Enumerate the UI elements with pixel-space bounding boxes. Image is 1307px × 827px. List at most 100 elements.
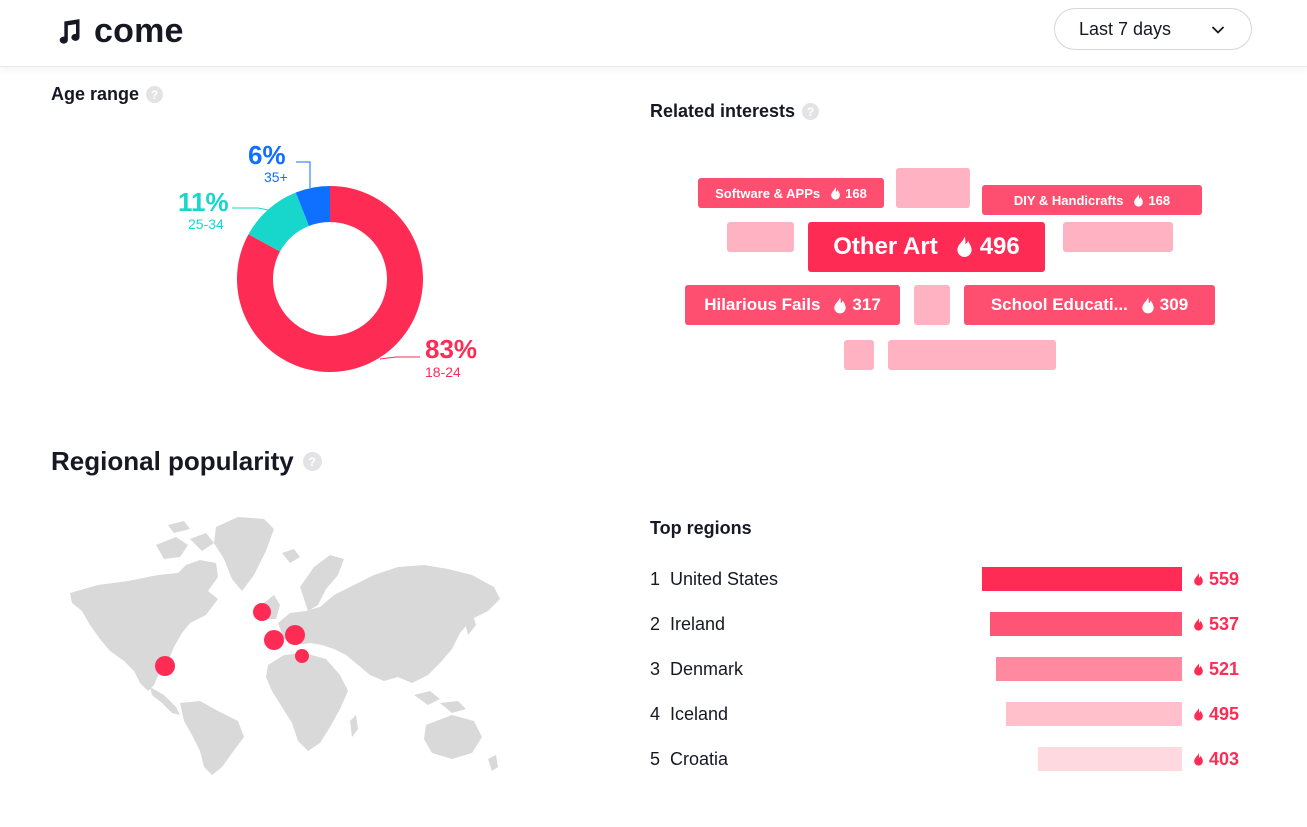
region-score: 403 [1193,749,1239,770]
interest-tag-placeholder [896,168,970,208]
interest-tag-score: 168 [1148,192,1171,208]
landmasses [70,517,500,775]
interest-tag[interactable]: DIY & Handicrafts 168 [982,185,1202,215]
donut-percent-label: 83% [425,334,478,364]
region-bar [990,612,1182,636]
donut-slice-35-plus[interactable] [295,186,330,227]
top-header: come Last 7 days [0,0,1307,67]
related-interests-title: Related interests [650,101,796,121]
region-name: United States [670,569,779,589]
donut-percent-label: 6% [248,140,286,170]
region-row[interactable]: 4 Iceland 495 [650,702,1250,728]
marker-ireland[interactable] [264,630,284,650]
music-note-icon [59,18,80,44]
leader-line-18-24 [379,356,420,360]
interest-tag-placeholder [1063,222,1173,252]
donut-age-label: 35+ [264,169,288,185]
region-row[interactable]: 3 Denmark 521 [650,657,1250,683]
flame-icon [1194,618,1203,631]
marker-united-states[interactable] [155,656,175,676]
region-row[interactable]: 2 Ireland 537 [650,612,1250,638]
donut-age-label: 25-34 [188,216,224,232]
interest-tag-name: Other Art [833,233,938,260]
region-score-value: 559 [1209,569,1240,589]
region-score-value: 403 [1209,749,1240,769]
regional-popularity-title: Regional popularity [51,446,294,476]
region-bar [1038,747,1182,771]
region-bar [996,657,1182,681]
interest-tag-score: 496 [979,233,1020,260]
region-rank: 3 [650,659,661,679]
region-name: Denmark [670,659,744,679]
regional-popularity-heading: Regional popularity ? [51,446,322,477]
period-dropdown[interactable]: Last 7 days [1054,8,1252,50]
region-score: 537 [1193,614,1239,635]
top-regions-title: Top regions [650,518,752,538]
flame-icon [1194,708,1203,721]
period-label: Last 7 days [1079,18,1172,39]
interest-tag-name: DIY & Handicrafts [1013,192,1124,208]
flame-icon [831,186,840,200]
interest-tag-score: 317 [852,295,881,314]
interest-tag-placeholder [888,340,1056,370]
age-donut-chart [232,161,423,373]
age-range-title: Age range [51,84,140,104]
marker-croatia[interactable] [295,649,309,663]
help-icon[interactable]: ? [146,86,164,103]
flame-icon [1194,573,1203,586]
interest-tag-name: School Educati... [990,295,1128,314]
region-bar [1006,702,1182,726]
flame-icon [1194,663,1203,676]
marker-iceland[interactable] [253,603,271,621]
flame-icon [1142,296,1154,313]
interest-tag-placeholder [727,222,794,252]
help-icon[interactable]: ? [302,452,322,471]
world-map [70,517,500,775]
interest-tag-score: 309 [1159,295,1189,314]
donut-age-label: 18-24 [425,364,461,380]
donut-slice-18-24[interactable] [236,185,423,373]
region-score-value: 521 [1209,659,1240,679]
region-row[interactable]: 1 United States 559 [650,567,1250,593]
age-range-heading: Age range ? [51,84,164,105]
region-name: Ireland [670,614,726,634]
interest-tag-score: 168 [845,185,867,201]
flame-icon [1194,753,1203,766]
region-rank: 1 [650,569,661,589]
region-name: Iceland [670,704,729,724]
flame-icon [1134,193,1144,207]
region-rank: 4 [650,704,661,724]
song-title: come [94,12,184,50]
interest-tag[interactable]: Software & APPs 168 [698,178,884,208]
top-regions-heading: Top regions [650,518,752,539]
marker-denmark[interactable] [285,625,305,645]
interest-tag[interactable]: Hilarious Fails 317 [685,285,900,325]
region-markers [155,603,309,676]
related-interests-heading: Related interests ? [650,101,820,122]
donut-percent-label: 11% [178,187,229,217]
interest-tag-name: Software & APPs [715,185,821,201]
region-bar [982,567,1182,591]
region-score: 495 [1193,704,1239,725]
flame-icon [834,296,847,313]
region-score: 559 [1193,569,1239,590]
interest-tag-placeholder [914,285,950,325]
region-rank: 5 [650,749,661,769]
donut-slice-25-34[interactable] [248,192,310,252]
interest-tag-name: Hilarious Fails [704,295,821,314]
region-name: Croatia [670,749,729,769]
chevron-down-icon [1212,26,1224,34]
song-title-bar: come [55,12,184,51]
region-score: 521 [1193,659,1239,680]
help-icon[interactable]: ? [802,103,820,120]
interest-tag-placeholder [844,340,874,370]
flame-icon [957,236,972,257]
interest-tag[interactable]: School Educati... 309 [964,285,1215,325]
leader-line-25-34 [232,207,269,211]
interest-tag[interactable]: Other Art 496 [808,222,1045,272]
region-score-value: 495 [1209,704,1240,724]
region-score-value: 537 [1209,614,1240,634]
region-rank: 2 [650,614,661,634]
leader-line-35-plus [296,161,311,188]
region-row[interactable]: 5 Croatia 403 [650,747,1250,773]
